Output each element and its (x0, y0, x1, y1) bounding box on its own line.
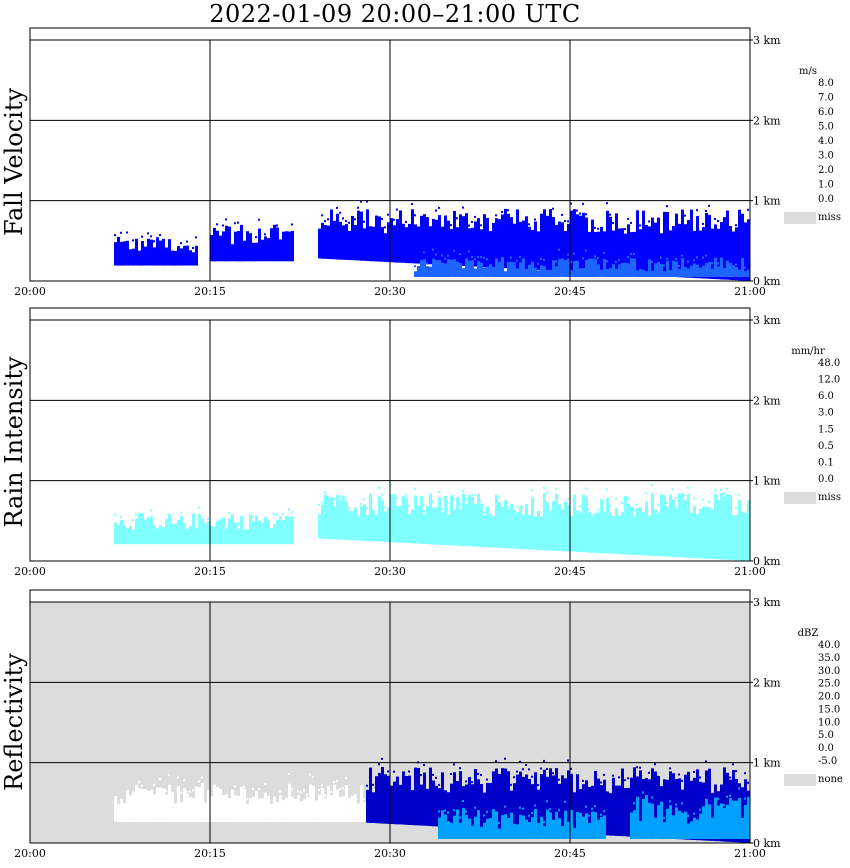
x-tick-label-1-0: 20:00 (14, 565, 46, 578)
x-tick-label-1-1: 20:15 (194, 565, 226, 578)
legend-label-0-2: 6.0 (818, 107, 834, 118)
x-grid-2 (209, 602, 571, 843)
legend-unit-2: dBZ (798, 628, 819, 639)
secondary-echo-region-2-1 (630, 787, 750, 839)
x-tick-label-0-2: 20:30 (374, 285, 406, 298)
y-tick-label-1-2: 2 km (753, 394, 781, 407)
y-tick-label-2-0: 0 km (753, 837, 781, 850)
legend-miss-swatch-1 (784, 492, 816, 504)
y-grid-1 (30, 399, 750, 482)
legend-label-0-5: 3.0 (818, 151, 834, 162)
x-tick-label-0-1: 20:15 (194, 285, 226, 298)
legend-label-2-8: 0.0 (818, 743, 834, 754)
legend-label-2-0: 40.0 (818, 640, 840, 651)
legend-unit-1: mm/hr (791, 346, 825, 357)
legend-miss-swatch-0 (784, 212, 816, 224)
y-tick-label-2-3: 3 km (753, 596, 781, 609)
y-tick-label-1-0: 0 km (753, 555, 781, 568)
legend-label-2-1: 35.0 (818, 653, 840, 664)
x-tick-label-0-3: 20:45 (554, 285, 586, 298)
legend-label-2-7: 5.0 (818, 730, 834, 741)
y-grid-2 (30, 681, 750, 764)
legend-label-0-4: 4.0 (818, 136, 834, 147)
legend-label-1-6: 0.1 (818, 457, 834, 468)
y-tick-label-1-1: 1 km (753, 475, 781, 488)
x-grid-0 (209, 40, 571, 281)
legend-label-1-2: 6.0 (818, 391, 834, 402)
legend-miss-label-2: none (818, 774, 843, 785)
legend-label-2-4: 20.0 (818, 692, 840, 703)
main-echo-region-1-1 (318, 483, 750, 561)
y-tick-label-0-1: 1 km (753, 195, 781, 208)
main-echo-region-0-0 (114, 231, 198, 266)
x-tick-label-1-2: 20:30 (374, 565, 406, 578)
legend-miss-label-0: miss (818, 212, 841, 223)
legend-label-2-2: 30.0 (818, 666, 840, 677)
legend-miss-label-1: miss (818, 492, 841, 503)
main-echo-region-0-1 (210, 218, 294, 262)
y-tick-label-2-2: 2 km (753, 676, 781, 689)
secondary-echo-region-0-0 (414, 248, 750, 277)
legend-label-0-8: 0.0 (818, 194, 834, 205)
x-tick-label-2-2: 20:30 (374, 847, 406, 860)
legend-label-0-7: 1.0 (818, 180, 834, 191)
legend-label-0-3: 5.0 (818, 122, 834, 133)
legend-label-2-6: 10.0 (818, 717, 840, 728)
plot-frame-2 (29, 589, 751, 844)
main-echo-region-0-2 (318, 200, 750, 281)
y-tick-label-0-2: 2 km (753, 114, 781, 127)
x-tick-label-0-0: 20:00 (14, 285, 46, 298)
main-echo-region-2-0 (114, 773, 366, 822)
x-tick-label-0-4: 21:00 (734, 285, 766, 298)
legend-label-1-0: 48.0 (818, 358, 840, 369)
x-tick-label-2-4: 21:00 (734, 847, 766, 860)
legend-label-1-3: 3.0 (818, 408, 834, 419)
legend-label-1-5: 0.5 (818, 441, 834, 452)
legend-label-0-1: 7.0 (818, 93, 834, 104)
y-tick-label-0-3: 3 km (753, 34, 781, 47)
x-tick-label-2-0: 20:00 (14, 847, 46, 860)
legend-label-2-3: 25.0 (818, 679, 840, 690)
legend-label-1-4: 1.5 (818, 424, 834, 435)
legend-label-2-5: 15.0 (818, 704, 840, 715)
page-title: 2022-01-09 20:00–21:00 UTC (209, 0, 581, 28)
x-tick-label-2-1: 20:15 (194, 847, 226, 860)
legend-unit-0: m/s (799, 66, 817, 77)
legend-label-1-1: 12.0 (818, 375, 840, 386)
main-echo-region-1-0 (114, 506, 294, 545)
y-grid-0 (30, 119, 750, 202)
y-tick-label-2-1: 1 km (753, 757, 781, 770)
secondary-echo-region-2-0 (438, 800, 606, 839)
legend-label-0-6: 2.0 (818, 165, 834, 176)
y-tick-label-0-0: 0 km (753, 275, 781, 288)
legend-miss-swatch-2 (784, 774, 816, 786)
plot-frame-0 (29, 27, 751, 282)
x-tick-label-1-3: 20:45 (554, 565, 586, 578)
x-tick-label-1-4: 21:00 (734, 565, 766, 578)
x-tick-label-2-3: 20:45 (554, 847, 586, 860)
legend-label-0-0: 8.0 (818, 78, 834, 89)
x-grid-1 (209, 320, 571, 561)
legend-label-1-7: 0.0 (818, 474, 834, 485)
y-tick-label-1-3: 3 km (753, 314, 781, 327)
plot-frame-1 (29, 307, 751, 562)
legend-label-2-9: -5.0 (818, 756, 837, 767)
